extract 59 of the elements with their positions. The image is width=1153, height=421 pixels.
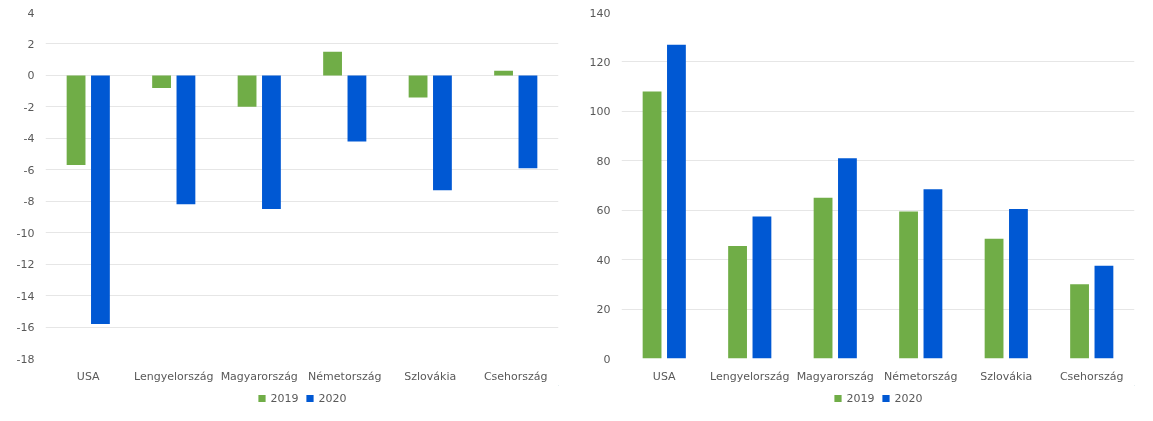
x-tick-label: Szlovákia [980,369,1033,383]
legend-label: 2020 [894,391,923,404]
x-tick-label: USA [76,369,101,383]
legend-label: 2019 [846,391,875,404]
bar [347,75,367,142]
bar [923,189,943,359]
x-tick-label: Magyarország [796,369,874,383]
x-tick-label: Lengyelország [134,369,214,383]
y-tick-label: 20 [596,303,611,317]
legend-label: 2020 [318,391,347,404]
x-tick-label: Csehország [483,369,548,383]
bar [899,211,918,359]
bar [91,75,110,324]
y-tick-label: 0 [27,69,35,83]
y-tick-label: 60 [596,204,611,218]
bar [66,75,86,166]
y-tick-label: 40 [596,253,611,267]
y-tick-label: 140 [589,6,611,20]
y-tick-label: 120 [589,55,611,69]
y-tick-label: 2 [27,37,35,51]
y-tick-label: -14 [16,289,35,303]
x-tick-label: USA [652,369,677,383]
y-tick-label: -10 [16,226,35,240]
bar [838,158,857,359]
y-tick-label: -6 [23,163,35,177]
y-tick-label: -8 [23,195,35,209]
y-tick-label: -12 [16,258,35,272]
y-tick-label: 80 [596,154,611,168]
y-tick-label: 0 [603,352,611,366]
y-tick-label: -18 [16,352,35,366]
x-tick-label: Lengyelország [710,369,790,383]
x-tick-label: Szlovákia [404,369,457,383]
bar [1094,265,1114,359]
x-tick-label: Magyarország [220,369,298,383]
y-tick-label: 4 [27,6,35,20]
bar [262,75,281,210]
bar [433,75,452,191]
bar [728,246,747,359]
bar [1070,284,1089,359]
bar [323,51,342,76]
y-tick-label: -4 [23,132,35,146]
bar [1009,208,1028,359]
bar [152,75,171,88]
legend-label: 2019 [270,391,299,404]
x-tick-label: Németország [884,369,958,383]
y-tick-label: -16 [16,321,35,335]
bar [984,238,1004,359]
y-tick-label: -2 [23,100,35,114]
x-tick-label: Németország [308,369,382,383]
bar [237,75,257,107]
bar [176,75,196,205]
bar [642,91,662,359]
x-tick-label: Csehország [1059,369,1124,383]
bar [408,75,428,98]
bar [518,75,538,169]
bar [752,216,772,359]
bar [813,197,833,359]
y-tick-label: 100 [589,105,611,119]
bar [667,44,686,359]
